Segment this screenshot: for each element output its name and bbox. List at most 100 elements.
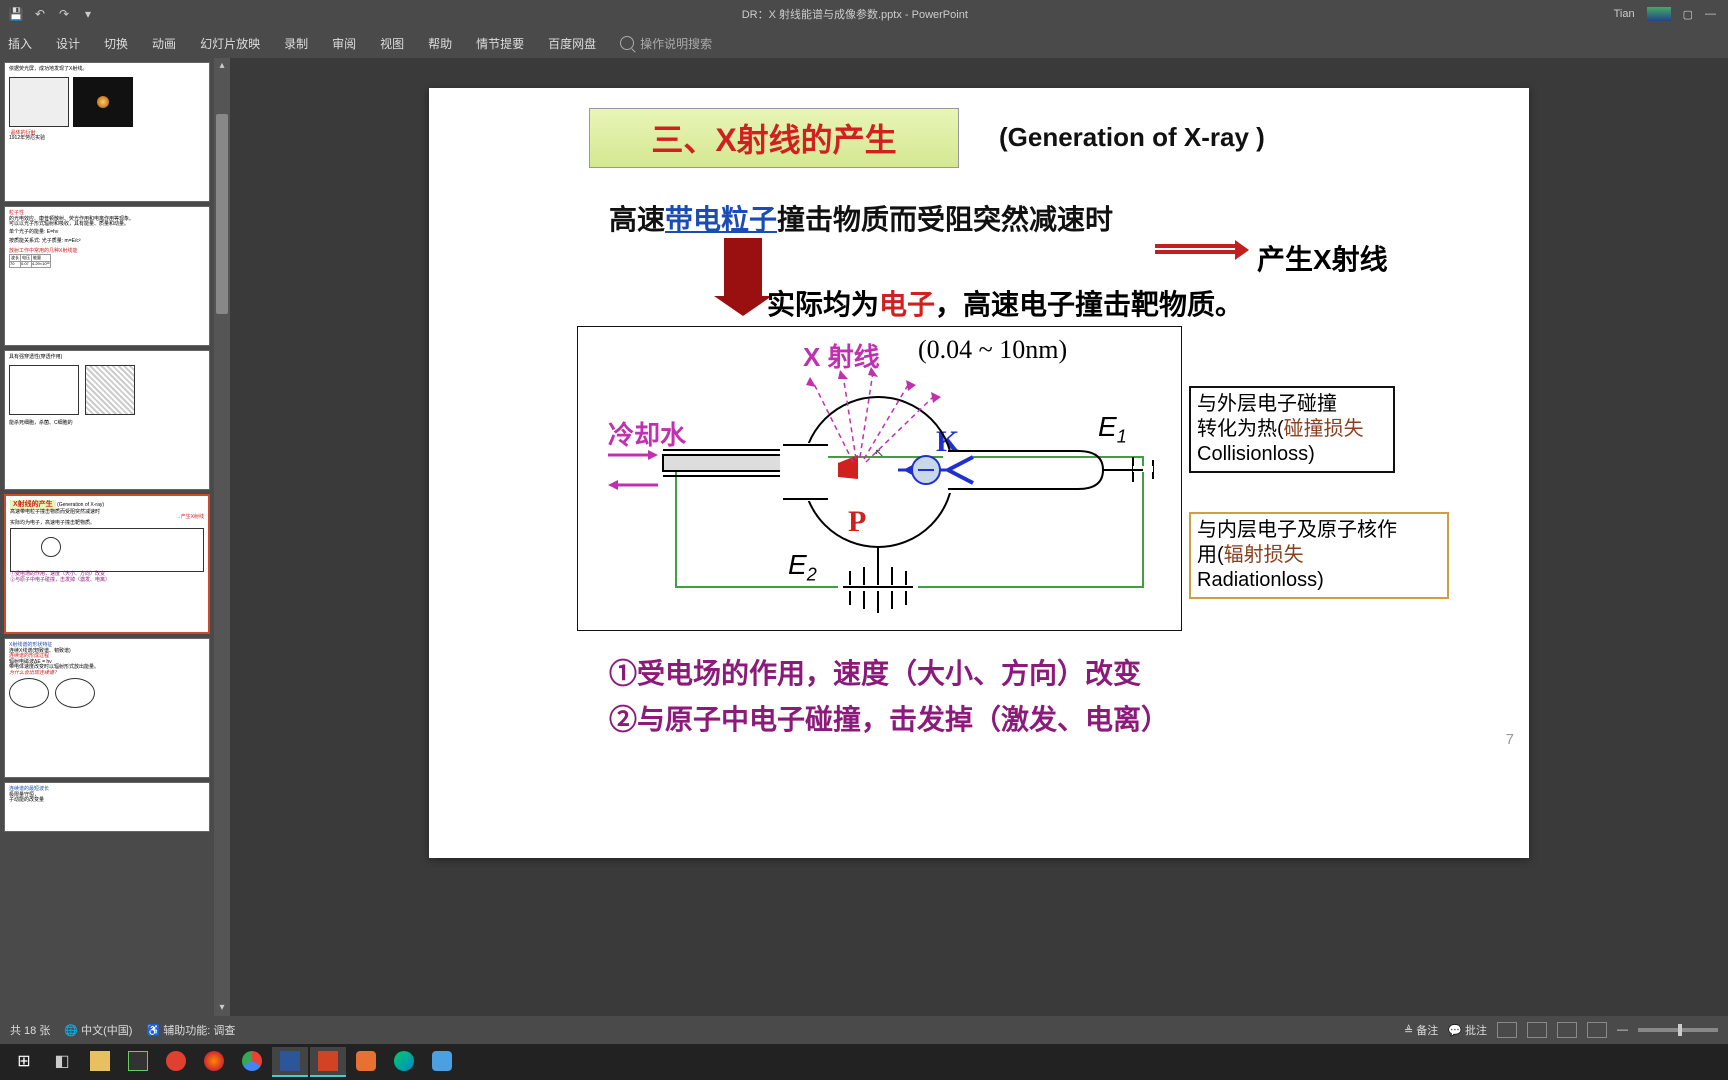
tab-baidu[interactable]: 百度网盘 (548, 35, 596, 52)
text-fragment: 撞击物质而受阻突然减速时 (777, 204, 1113, 235)
user-name[interactable]: Tian (1614, 8, 1635, 20)
minimize-icon[interactable]: — (1705, 8, 1716, 20)
tell-me-search[interactable]: 操作说明搜索 (620, 35, 712, 52)
taskbar-powerpoint[interactable] (310, 1047, 346, 1077)
text-fragment-brown: 辐射损失 (1224, 544, 1304, 566)
title-bar-right: Tian ▢ — (1614, 7, 1728, 21)
app-icon (432, 1051, 452, 1071)
text-fragment-red: 电子 (879, 289, 935, 320)
status-language[interactable]: 🌐 中文(中国) (64, 1022, 132, 1038)
qat-more-icon[interactable]: ▾ (80, 6, 96, 22)
folder-icon (90, 1051, 110, 1071)
down-arrow-icon (724, 238, 762, 298)
taskbar-chrome[interactable] (234, 1047, 270, 1077)
taskbar-firefox[interactable] (196, 1047, 232, 1077)
start-button[interactable]: ⊞ (6, 1047, 42, 1077)
normal-view-icon[interactable] (1497, 1022, 1517, 1038)
tab-storyboard[interactable]: 情节提要 (476, 35, 524, 52)
user-avatar-icon[interactable] (1647, 7, 1671, 21)
ribbon-options-icon[interactable]: ▢ (1683, 8, 1693, 21)
slide-thumbnail[interactable]: 连续谱的最短波长 极限量守恒， 子动能的改变量 (4, 782, 210, 832)
windows-icon: ⊞ (17, 1051, 30, 1071)
bullet-2: ②与原子中电子碰撞，击发掉（激发、电离） (609, 698, 1169, 738)
quick-access-toolbar: 💾 ↶ ↷ ▾ (0, 6, 96, 22)
undo-icon[interactable]: ↶ (32, 6, 48, 22)
taskbar-word[interactable] (272, 1047, 308, 1077)
task-view-button[interactable]: ◧ (44, 1047, 80, 1077)
taskbar-app[interactable] (158, 1047, 194, 1077)
slide-editor-area[interactable]: 三、X射线的产生 (Generation of X-ray ) 高速带电粒子撞击… (230, 58, 1728, 1016)
info-box-radiation: 与内层电子及原子核作 用(辐射损失 Radiationloss) (1189, 512, 1449, 599)
comments-button[interactable]: 💬 批注 (1448, 1022, 1487, 1038)
ribbon: 插入 设计 切换 动画 幻灯片放映 录制 审阅 视图 帮助 情节提要 百度网盘 … (0, 28, 1728, 58)
main-area: 依据荧光屏，成功地发现了X射线。 ·晶体的衍射 1912年劳厄实验 粒子性 的光… (0, 58, 1728, 1016)
scrollbar-down-icon[interactable]: ▾ (214, 1000, 230, 1016)
slide-canvas[interactable]: 三、X射线的产生 (Generation of X-ray ) 高速带电粒子撞击… (429, 88, 1529, 858)
text-fragment: 高速 (609, 204, 665, 235)
text-fragment: 转化为热( (1197, 418, 1284, 440)
status-left: 共 18 张 🌐 中文(中国) ♿ 辅助功能: 调查 (10, 1022, 235, 1038)
slideshow-view-icon[interactable] (1587, 1022, 1607, 1038)
info-box-collision: 与外层电子碰撞 转化为热(碰撞损失 Collisionloss) (1189, 386, 1395, 473)
firefox-icon (204, 1051, 224, 1071)
chrome-icon (242, 1051, 262, 1071)
tab-record[interactable]: 录制 (284, 35, 308, 52)
text-fragment-brown: 碰撞损失 (1284, 418, 1364, 440)
right-arrow-icon (1155, 243, 1249, 260)
scrollbar-handle[interactable] (216, 114, 228, 314)
sorter-view-icon[interactable] (1527, 1022, 1547, 1038)
zoom-out-icon[interactable]: — (1617, 1024, 1628, 1036)
taskbar-app[interactable] (120, 1047, 156, 1077)
app-icon (128, 1051, 148, 1071)
bullet-1: ①受电场的作用，速度（大小、方向）改变 (609, 652, 1141, 692)
tab-insert[interactable]: 插入 (8, 35, 32, 52)
tube-svg (578, 327, 1183, 632)
status-slide-count[interactable]: 共 18 张 (10, 1022, 50, 1038)
search-placeholder: 操作说明搜索 (640, 35, 712, 52)
status-bar: 共 18 张 🌐 中文(中国) ♿ 辅助功能: 调查 ≜ 备注 💬 批注 — (0, 1016, 1728, 1044)
tab-help[interactable]: 帮助 (428, 35, 452, 52)
tab-animations[interactable]: 动画 (152, 35, 176, 52)
tab-transitions[interactable]: 切换 (104, 35, 128, 52)
slide-thumbnail-panel[interactable]: 依据荧光屏，成功地发现了X射线。 ·晶体的衍射 1912年劳厄实验 粒子性 的光… (0, 58, 230, 1016)
text-fragment: 实际均为 (767, 289, 879, 320)
notes-button[interactable]: ≜ 备注 (1404, 1022, 1438, 1038)
save-icon[interactable]: 💾 (8, 6, 24, 22)
word-icon (280, 1051, 300, 1071)
text-fragment-highlighted: 带电粒子 (665, 204, 777, 235)
text-fragment: 与外层电子碰撞 (1197, 393, 1337, 415)
status-accessibility[interactable]: ♿ 辅助功能: 调查 (146, 1022, 235, 1038)
taskbar-edge[interactable] (386, 1047, 422, 1077)
xray-tube-diagram: X 射线 (0.04 ~ 10nm) 冷却水 E1 E2 K P ↖ (577, 326, 1182, 631)
slide-thumbnail[interactable]: X射线谱的形状特征 连续X线谱(轫致谱、韧致谱) 连续谱的形成过程 辐射电磁波Δ… (4, 638, 210, 778)
app-icon (356, 1051, 376, 1071)
title-bar: 💾 ↶ ↷ ▾ DR：X 射线能谱与成像参数.pptx - PowerPoint… (0, 0, 1728, 28)
taskbar-app[interactable] (348, 1047, 384, 1077)
slide-number: 7 (1506, 731, 1514, 748)
tab-view[interactable]: 视图 (380, 35, 404, 52)
tab-design[interactable]: 设计 (56, 35, 80, 52)
slide-thumbnail[interactable]: 具有强穿透性(穿透作用) 能杀死细胞，杀菌、C细胞的 (4, 350, 210, 490)
text-fragment: 用( (1197, 544, 1224, 566)
tab-review[interactable]: 审阅 (332, 35, 356, 52)
slide-subtitle: (Generation of X-ray ) (999, 122, 1265, 153)
slide-thumbnail[interactable]: 粒子性 的光电效应、康普顿散射、荧光作用和电离作用等现象。 可以以光子形式辐射和… (4, 206, 210, 346)
reading-view-icon[interactable] (1557, 1022, 1577, 1038)
text-fragment: ，高速电子撞击靶物质。 (935, 289, 1243, 320)
scrollbar-up-icon[interactable]: ▴ (214, 58, 230, 74)
slide-thumbnail[interactable]: 依据荧光屏，成功地发现了X射线。 ·晶体的衍射 1912年劳厄实验 (4, 62, 210, 202)
slide-thumbnail-current[interactable]: X射线的产生 (Generation of X-ray) 高速带电粒子撞击物质而… (4, 494, 210, 634)
redo-icon[interactable]: ↷ (56, 6, 72, 22)
powerpoint-icon (318, 1051, 338, 1071)
text-line-2: 实际均为电子，高速电子撞击靶物质。 (767, 283, 1243, 323)
task-view-icon: ◧ (54, 1051, 69, 1071)
taskbar-explorer[interactable] (82, 1047, 118, 1077)
thumbnail-scrollbar[interactable]: ▴ ▾ (214, 58, 230, 1016)
text-fragment: Radiationloss) (1197, 569, 1324, 591)
tab-slideshow[interactable]: 幻灯片放映 (200, 35, 260, 52)
xray-label: 产生X射线 (1257, 238, 1388, 278)
zoom-slider[interactable] (1638, 1028, 1718, 1032)
search-icon (620, 36, 634, 50)
edge-icon (394, 1051, 414, 1071)
taskbar-app[interactable] (424, 1047, 460, 1077)
